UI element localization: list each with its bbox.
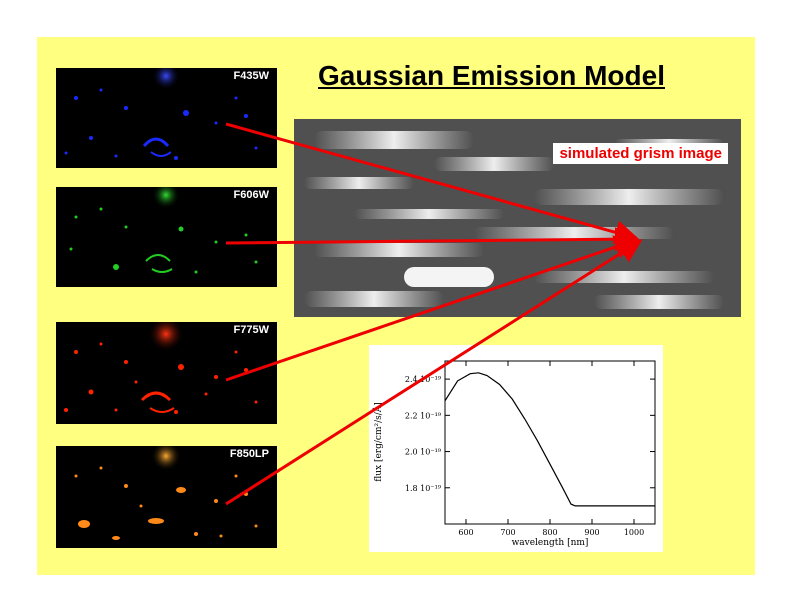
filter-panel-f606w: F606W [56,187,277,287]
page-title: Gaussian Emission Model [318,60,665,91]
grism-label: simulated grism image [553,143,728,164]
y-tick-label: 2.0 10⁻¹⁹ [405,448,442,457]
y-tick-label: 2.4 10⁻¹⁹ [405,375,442,384]
spectrum-line [444,372,655,507]
filter-label-f850lp: F850LP [229,448,269,460]
x-axis-label: wavelength [nm] [512,538,589,548]
filter-image-f435w [64,68,258,160]
plot-frame [444,360,656,525]
y-tick-label: 1.8 10⁻¹⁹ [405,484,442,493]
spectrum-plot-svg: 1.8 10⁻¹⁹ 2.0 10⁻¹⁹ 2.2 10⁻¹⁹ 2.4 10⁻¹⁹ 600… [372,360,656,548]
filter-label-f435w: F435W [233,70,269,82]
filter-image-f775w [64,322,258,414]
x-tick-label: 700 [500,528,515,537]
x-tick-label: 600 [458,528,473,537]
filter-panel-f850lp: F850LP [56,446,277,548]
x-tick-label: 800 [542,528,557,537]
y-tick-label: 2.2 10⁻¹⁹ [405,411,442,420]
x-tick-label: 900 [584,528,599,537]
grism-image: simulated grism image [294,119,741,317]
y-axis-label: flux [erg/cm²/s/Å] [372,402,384,482]
x-tick-label: 1000 [624,528,644,537]
filter-panel-f435w: F435W [56,68,277,168]
spectrum-plot: 1.8 10⁻¹⁹ 2.0 10⁻¹⁹ 2.2 10⁻¹⁹ 2.4 10⁻¹⁹ 600… [369,345,663,552]
filter-image-f850lp [74,446,258,540]
filter-panel-f775w: F775W [56,322,277,424]
filter-label-f606w: F606W [233,189,269,201]
filter-label-f775w: F775W [233,324,269,336]
filter-image-f606w [69,187,258,274]
